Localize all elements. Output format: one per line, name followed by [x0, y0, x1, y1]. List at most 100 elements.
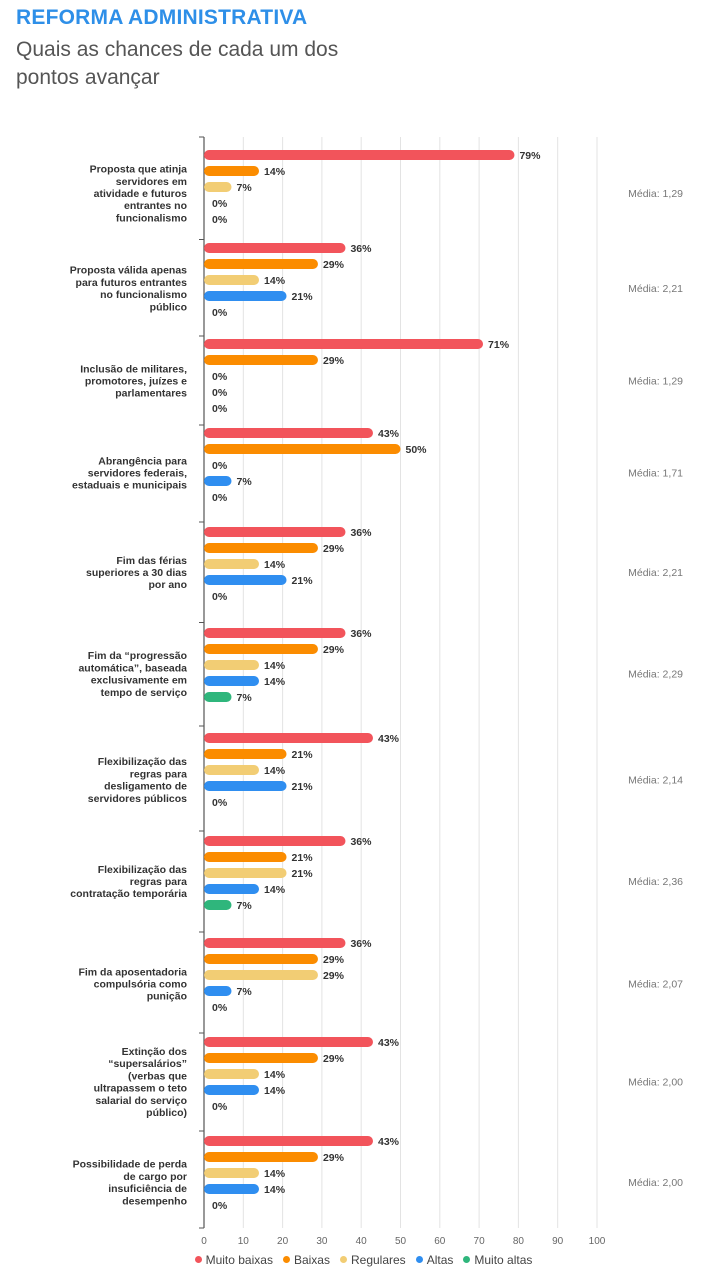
category-label-line: promotores, juízes e: [85, 376, 187, 388]
chart-legend: Muito baixas Baixas Regulares Altas Muito al…: [0, 1253, 727, 1267]
data-label: 14%: [264, 660, 286, 672]
media-annotation: Média: 2,00: [628, 1177, 683, 1189]
data-label: 0%: [212, 797, 228, 809]
bar: [204, 749, 287, 759]
category-label-line: compulsória como: [94, 979, 187, 991]
legend-item: Regulares: [339, 1253, 406, 1267]
category-label: Possibilidade de perda de cargo por insufi…: [73, 1159, 188, 1208]
category-label: Inclusão de militares, promotores, juízes…: [80, 363, 187, 399]
bar: [204, 781, 287, 791]
data-label: 0%: [212, 214, 228, 226]
category-label-line: atividade e futuros: [94, 188, 188, 200]
data-label: 0%: [212, 403, 228, 415]
category-label-line: público: [150, 301, 187, 313]
bar: [204, 660, 260, 670]
data-label: 14%: [264, 1184, 286, 1196]
legend-swatch: [415, 1256, 423, 1264]
bar: [204, 733, 373, 743]
x-tick-label: 0: [201, 1236, 207, 1247]
x-tick-label: 40: [356, 1236, 368, 1247]
category-label-line: contratação temporária: [70, 888, 187, 900]
category-label-line: exclusivamente em: [91, 675, 187, 687]
data-label: 29%: [323, 1152, 345, 1164]
bar: [204, 1037, 373, 1047]
category-label-line: salarial do serviço: [95, 1095, 187, 1107]
category-label-line: por ano: [149, 579, 188, 591]
data-label: 7%: [237, 692, 253, 704]
category-label-line: servidores em: [116, 176, 187, 188]
legend-swatch: [282, 1256, 290, 1264]
category-label-line: Flexibilização das: [98, 864, 187, 876]
data-label: 29%: [323, 543, 345, 555]
category-label-line: punição: [147, 991, 187, 1003]
category-label: Fim da “progressão automática”, baseada ex…: [78, 650, 187, 699]
category-label-line: “supersalários”: [108, 1058, 187, 1070]
x-tick-label: 50: [395, 1236, 407, 1247]
media-annotation: Média: 2,00: [628, 1077, 683, 1089]
chart-subtitle: Quais as chances de cada um dos pontos a…: [16, 38, 339, 89]
bar: [204, 527, 346, 537]
x-tick-label: 10: [238, 1236, 250, 1247]
data-label: 7%: [237, 986, 253, 998]
bar: [204, 444, 401, 454]
data-label: 29%: [323, 954, 345, 966]
bar: [204, 1136, 373, 1146]
legend-swatch: [339, 1256, 347, 1264]
category-label: Fim da aposentadoria compulsória como puni…: [78, 966, 187, 1002]
bar: [204, 1184, 260, 1194]
media-annotation: Média: 2,36: [628, 876, 683, 888]
data-label: 0%: [212, 460, 228, 472]
data-label: 0%: [212, 387, 228, 399]
data-label: 36%: [350, 527, 372, 539]
bar: [204, 259, 318, 269]
data-label: 0%: [212, 371, 228, 383]
bar: [204, 884, 260, 894]
bar: [204, 339, 484, 349]
data-label: 43%: [378, 1037, 400, 1049]
chart-kicker: REFORMA ADMINISTRATIVA: [16, 6, 308, 29]
category-label-line: Fim da “progressão: [88, 650, 187, 662]
data-label: 14%: [264, 1085, 286, 1097]
data-label: 50%: [406, 444, 428, 456]
media-annotation: Média: 1,29: [628, 376, 683, 388]
bar: [204, 166, 260, 176]
bar: [204, 476, 232, 486]
data-label: 36%: [350, 836, 372, 848]
data-label: 79%: [519, 150, 541, 162]
bar: [204, 182, 232, 192]
data-label: 36%: [350, 243, 372, 255]
bar: [204, 836, 346, 846]
data-label: 14%: [264, 765, 286, 777]
bar: [204, 765, 260, 775]
data-label: 29%: [323, 259, 345, 271]
media-annotation: Média: 2,21: [628, 567, 683, 579]
legend-swatch: [463, 1256, 471, 1264]
category-label-line: regras para: [130, 876, 187, 888]
media-annotation: Média: 1,71: [628, 468, 683, 480]
data-label: 21%: [292, 868, 314, 880]
bar: [204, 644, 318, 654]
category-label-line: Proposta válida apenas: [70, 265, 187, 277]
legend-label: Muito baixas: [205, 1253, 273, 1267]
category-label-line: Proposta que atinja: [90, 164, 188, 176]
bar: [204, 1168, 260, 1178]
bar: [204, 900, 232, 910]
category-label-line: servidores públicos: [88, 793, 187, 805]
category-label-line: Abrangência para: [98, 455, 187, 467]
data-label: 36%: [350, 628, 372, 640]
category-label: Flexibilização das regras para desligament…: [88, 756, 187, 805]
bar: [204, 692, 232, 702]
category-label-line: no funcionalismo: [100, 289, 187, 301]
category-label: Extinção dos “supersalários” (verbas que ul…: [94, 1046, 188, 1119]
category-label-line: público): [146, 1107, 187, 1119]
media-annotation: Média: 2,29: [628, 669, 683, 681]
x-tick-label: 30: [316, 1236, 328, 1247]
data-label: 0%: [212, 307, 228, 319]
x-tick-label: 70: [474, 1236, 486, 1247]
data-label: 0%: [212, 1101, 228, 1113]
x-tick-label: 60: [434, 1236, 446, 1247]
category-label-line: Inclusão de militares,: [80, 363, 187, 375]
legend-label: Regulares: [350, 1253, 406, 1267]
media-annotation: Média: 2,07: [628, 979, 683, 991]
bar: [204, 1053, 318, 1063]
